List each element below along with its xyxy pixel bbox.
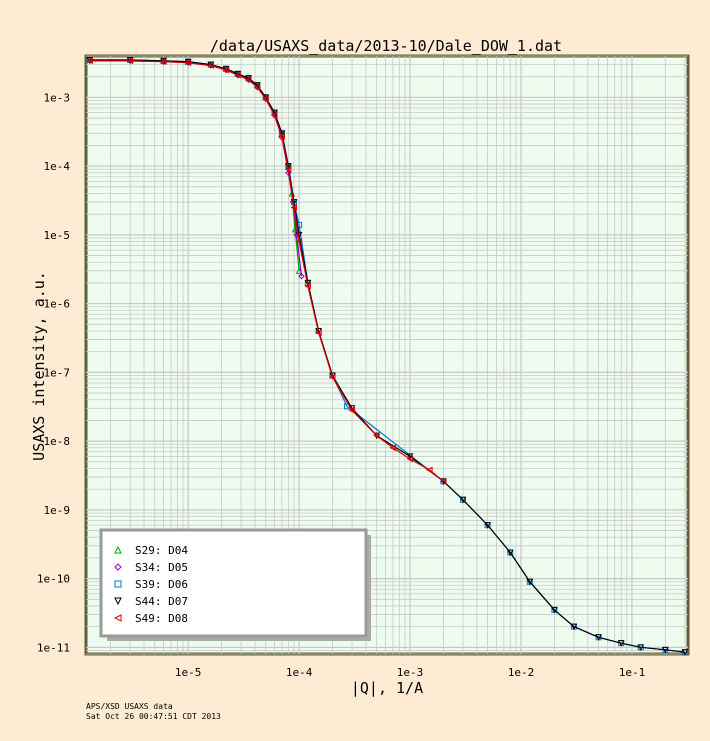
- data-point: [270, 111, 278, 119]
- legend-label: S29: D04: [135, 544, 188, 557]
- legend-label: S49: D08: [135, 612, 188, 625]
- data-point: [459, 496, 467, 504]
- x-tick-label: 1e-2: [508, 666, 535, 679]
- data-point: [126, 57, 134, 65]
- data-point: [484, 522, 491, 529]
- data-point: [86, 57, 93, 65]
- data-point: [551, 606, 558, 614]
- y-tick-label: 1e-7: [44, 366, 71, 379]
- data-point: [234, 71, 241, 79]
- data-point: [222, 66, 230, 74]
- data-point: [285, 169, 292, 177]
- y-tick-label: 1e-11: [37, 641, 70, 654]
- series-s49-d08: [86, 57, 447, 485]
- x-axis-ticks: 1e-5 1e-4 1e-3 1e-2 1e-1: [175, 666, 645, 679]
- x-tick-label: 1e-5: [175, 666, 202, 679]
- data-point: [373, 432, 380, 440]
- data-point: [425, 466, 433, 474]
- y-axis-label: USAXS intensity, a.u.: [30, 271, 48, 461]
- footer-line-2: Sat Oct 26 00:47:51 CDT 2013: [86, 712, 221, 721]
- data-point: [207, 62, 214, 69]
- data-point: [406, 455, 414, 463]
- data-point: [373, 432, 380, 439]
- legend-label: S39: D06: [135, 578, 188, 591]
- y-tick-label: 1e-4: [44, 160, 71, 173]
- legend: S29: D04 S34: D05 S39: D06 S44: D07 S49: D08: [99, 528, 371, 641]
- legend-label: S34: D05: [135, 561, 188, 574]
- data-point: [637, 644, 645, 651]
- data-point: [285, 163, 292, 170]
- x-tick-label: 1e-4: [286, 666, 313, 679]
- data-point: [662, 646, 669, 654]
- chart-title: /data/USAXS_data/2013-10/Dale_DOW_1.dat: [210, 37, 562, 55]
- data-point: [304, 282, 311, 290]
- legend-marker: [114, 597, 122, 606]
- data-point: [262, 95, 269, 103]
- data-point: [290, 204, 298, 211]
- legend-label: S44: D07: [135, 595, 188, 608]
- legend-marker: [114, 545, 122, 554]
- data-point: [278, 133, 285, 140]
- data-point: [406, 453, 414, 460]
- series-layer: [86, 56, 689, 656]
- data-point: [184, 59, 192, 66]
- data-point: [298, 273, 305, 280]
- y-tick-label: 1e-9: [44, 504, 71, 517]
- legend-box: [99, 528, 368, 638]
- legend-marker: [114, 563, 122, 571]
- data-point: [506, 549, 514, 557]
- y-axis-ticks: 1e-3 1e-4 1e-5 1e-6 1e-7 1e-8 1e-9 1e-10 1e-11: [37, 91, 70, 654]
- x-tick-label: 1e-1: [619, 666, 646, 679]
- grid: [86, 55, 688, 655]
- data-point: [244, 76, 252, 84]
- y-tick-label: 1e-3: [44, 91, 71, 104]
- data-point: [348, 407, 356, 414]
- y-tick-label: 1e-10: [37, 573, 70, 586]
- y-tick-label: 1e-5: [44, 229, 71, 242]
- legend-items: S29: D04 S34: D05 S39: D06 S44: D07 S49: D08: [113, 544, 188, 625]
- data-point: [389, 444, 396, 452]
- x-tick-label: 1e-3: [397, 666, 424, 679]
- data-point: [439, 478, 447, 485]
- data-point: [595, 634, 602, 641]
- data-point: [617, 640, 625, 647]
- legend-marker: [113, 614, 122, 622]
- data-point: [681, 649, 689, 656]
- y-tick-label: 1e-8: [44, 435, 71, 448]
- x-axis-label: |Q|, 1/A: [351, 679, 423, 697]
- data-point: [284, 165, 292, 173]
- data-point: [570, 623, 578, 631]
- data-point: [328, 373, 336, 381]
- data-point: [159, 58, 167, 66]
- data-point: [526, 578, 534, 586]
- y-tick-label: 1e-6: [44, 298, 71, 311]
- data-point: [295, 238, 303, 245]
- footer-line-1: APS/XSD USAXS data: [86, 702, 173, 711]
- data-point: [304, 279, 312, 287]
- data-point: [440, 478, 447, 485]
- data-point: [315, 329, 322, 336]
- legend-marker: [114, 580, 122, 588]
- data-point: [253, 84, 261, 91]
